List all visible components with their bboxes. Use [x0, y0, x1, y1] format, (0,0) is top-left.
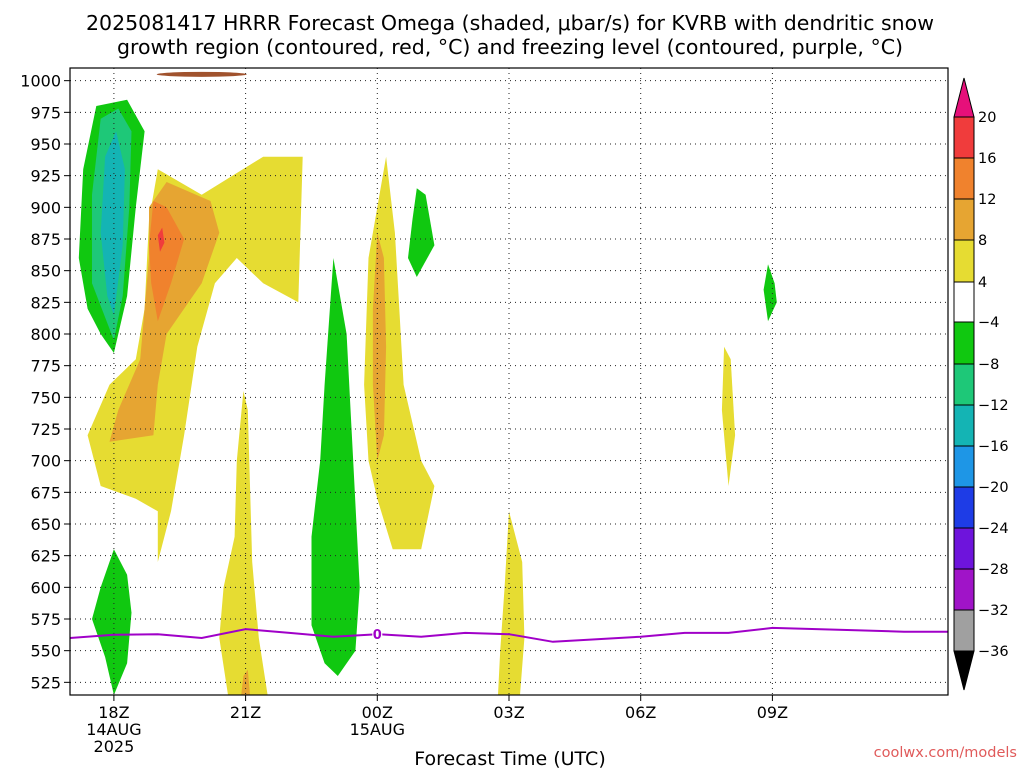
colorbar-tick--12: −12 — [978, 398, 1009, 414]
colorbar-bottom-arrow — [953, 650, 975, 691]
omega-region-10 — [149, 201, 185, 322]
y-tick-label-725: 725 — [30, 420, 61, 439]
colorbar-band--12 — [953, 363, 975, 406]
colorbar-band--20 — [953, 445, 975, 488]
omega-region-5 — [408, 188, 435, 277]
y-tick-label-700: 700 — [30, 452, 61, 471]
colorbar-tick--16: −16 — [978, 439, 1009, 455]
omega-region-3 — [100, 131, 125, 315]
colorbar: 20 16 12 8 4 −4 −8 −12 −16 −20 −24 −28 −32 −36 — [953, 77, 1009, 691]
y-tick-label-825: 825 — [30, 293, 61, 312]
colorbar-band-8 — [953, 198, 975, 241]
omega-region-8 — [87, 156, 303, 562]
y-tick-label-850: 850 — [30, 262, 61, 281]
chart-title-line-1: 2025081417 HRRR Forecast Omega (shaded, … — [86, 11, 934, 35]
omega-region-6 — [763, 264, 777, 322]
y-tick-label-575: 575 — [30, 610, 61, 629]
y-tick-label-675: 675 — [30, 483, 61, 502]
y-axis-ticks: 525 550 575 600 625 650 675 700 725 750 775 800 825 8… — [20, 72, 70, 692]
colorbar-band-12 — [953, 157, 975, 200]
colorbar-tick--4: −4 — [978, 315, 999, 331]
colorbar-band--16 — [953, 404, 975, 447]
colorbar-tick-4: 4 — [978, 275, 987, 291]
x-tick-label-15-0: 09Z — [757, 703, 788, 722]
y-tick-label-875: 875 — [30, 230, 61, 249]
y-tick-label-950: 950 — [30, 135, 61, 154]
colorbar-band--4 — [953, 281, 975, 323]
omega-region-13 — [372, 232, 387, 461]
omega-region-14 — [498, 511, 525, 695]
y-tick-label-650: 650 — [30, 515, 61, 534]
colorbar-tick--28: −28 — [978, 562, 1009, 578]
colorbar-tick--32: −32 — [978, 603, 1009, 619]
freezing-level-contour: 0 — [69, 626, 948, 643]
colorbar-tick--36: −36 — [978, 644, 1009, 660]
colorbar-band--24 — [953, 486, 975, 529]
y-tick-label-1000: 1000 — [20, 72, 61, 91]
x-tick-label-12-0: 06Z — [625, 703, 656, 722]
chart-title-line-2: growth region (contoured, red, °C) and f… — [117, 35, 903, 59]
omega-region-11 — [157, 227, 165, 252]
omega-region-15 — [721, 346, 736, 486]
freezing-label-bg — [372, 626, 383, 641]
freezing-level-label: 0 — [373, 628, 382, 643]
y-tick-label-525: 525 — [30, 673, 61, 692]
colorbar-band--28 — [953, 527, 975, 570]
credit-text: coolwx.com/models — [874, 745, 1017, 761]
colorbar-tick--8: −8 — [978, 357, 999, 373]
colorbar-tick-12: 12 — [978, 192, 996, 208]
x-tick-label-9-0: 03Z — [493, 703, 524, 722]
y-tick-label-775: 775 — [30, 357, 61, 376]
colorbar-band-4 — [953, 239, 975, 283]
surface-bump — [156, 71, 247, 77]
colorbar-band--32 — [953, 568, 975, 611]
colorbar-tick-20: 20 — [978, 110, 996, 126]
x-tick-label-6-0: 00Z — [362, 703, 393, 722]
y-tick-label-550: 550 — [30, 642, 61, 661]
omega-region-4 — [311, 258, 360, 676]
x-tick-label-3-0: 21Z — [230, 703, 261, 722]
colorbar-band--36 — [953, 609, 975, 652]
colorbar-tick-16: 16 — [978, 151, 996, 167]
x-tick-label-6-1: 15AUG — [350, 720, 405, 739]
x-tick-label-0-1: 14AUG — [86, 720, 141, 739]
y-tick-label-900: 900 — [30, 198, 61, 217]
omega-region-7 — [219, 391, 268, 695]
colorbar-tick--24: −24 — [978, 521, 1009, 537]
omega-region-0 — [92, 549, 132, 695]
colorbar-tick--20: −20 — [978, 480, 1009, 496]
colorbar-band--8 — [953, 321, 975, 365]
y-tick-label-625: 625 — [30, 547, 61, 566]
omega-region-9 — [109, 182, 220, 442]
x-axis-label: Forecast Time (UTC) — [414, 748, 605, 768]
colorbar-top-arrow — [953, 77, 975, 118]
y-tick-label-750: 750 — [30, 388, 61, 407]
y-tick-label-600: 600 — [30, 578, 61, 597]
y-tick-label-800: 800 — [30, 325, 61, 344]
x-tick-label-0-2: 2025 — [94, 737, 135, 756]
freezing-level-line — [69, 626, 948, 643]
colorbar-band-16 — [953, 116, 975, 159]
y-tick-label-975: 975 — [30, 103, 61, 122]
omega-shaded-regions — [78, 99, 777, 695]
x-tick-label-0-0: 18Z — [98, 703, 129, 722]
colorbar-tick-8: 8 — [978, 233, 987, 249]
y-tick-label-925: 925 — [30, 167, 61, 186]
